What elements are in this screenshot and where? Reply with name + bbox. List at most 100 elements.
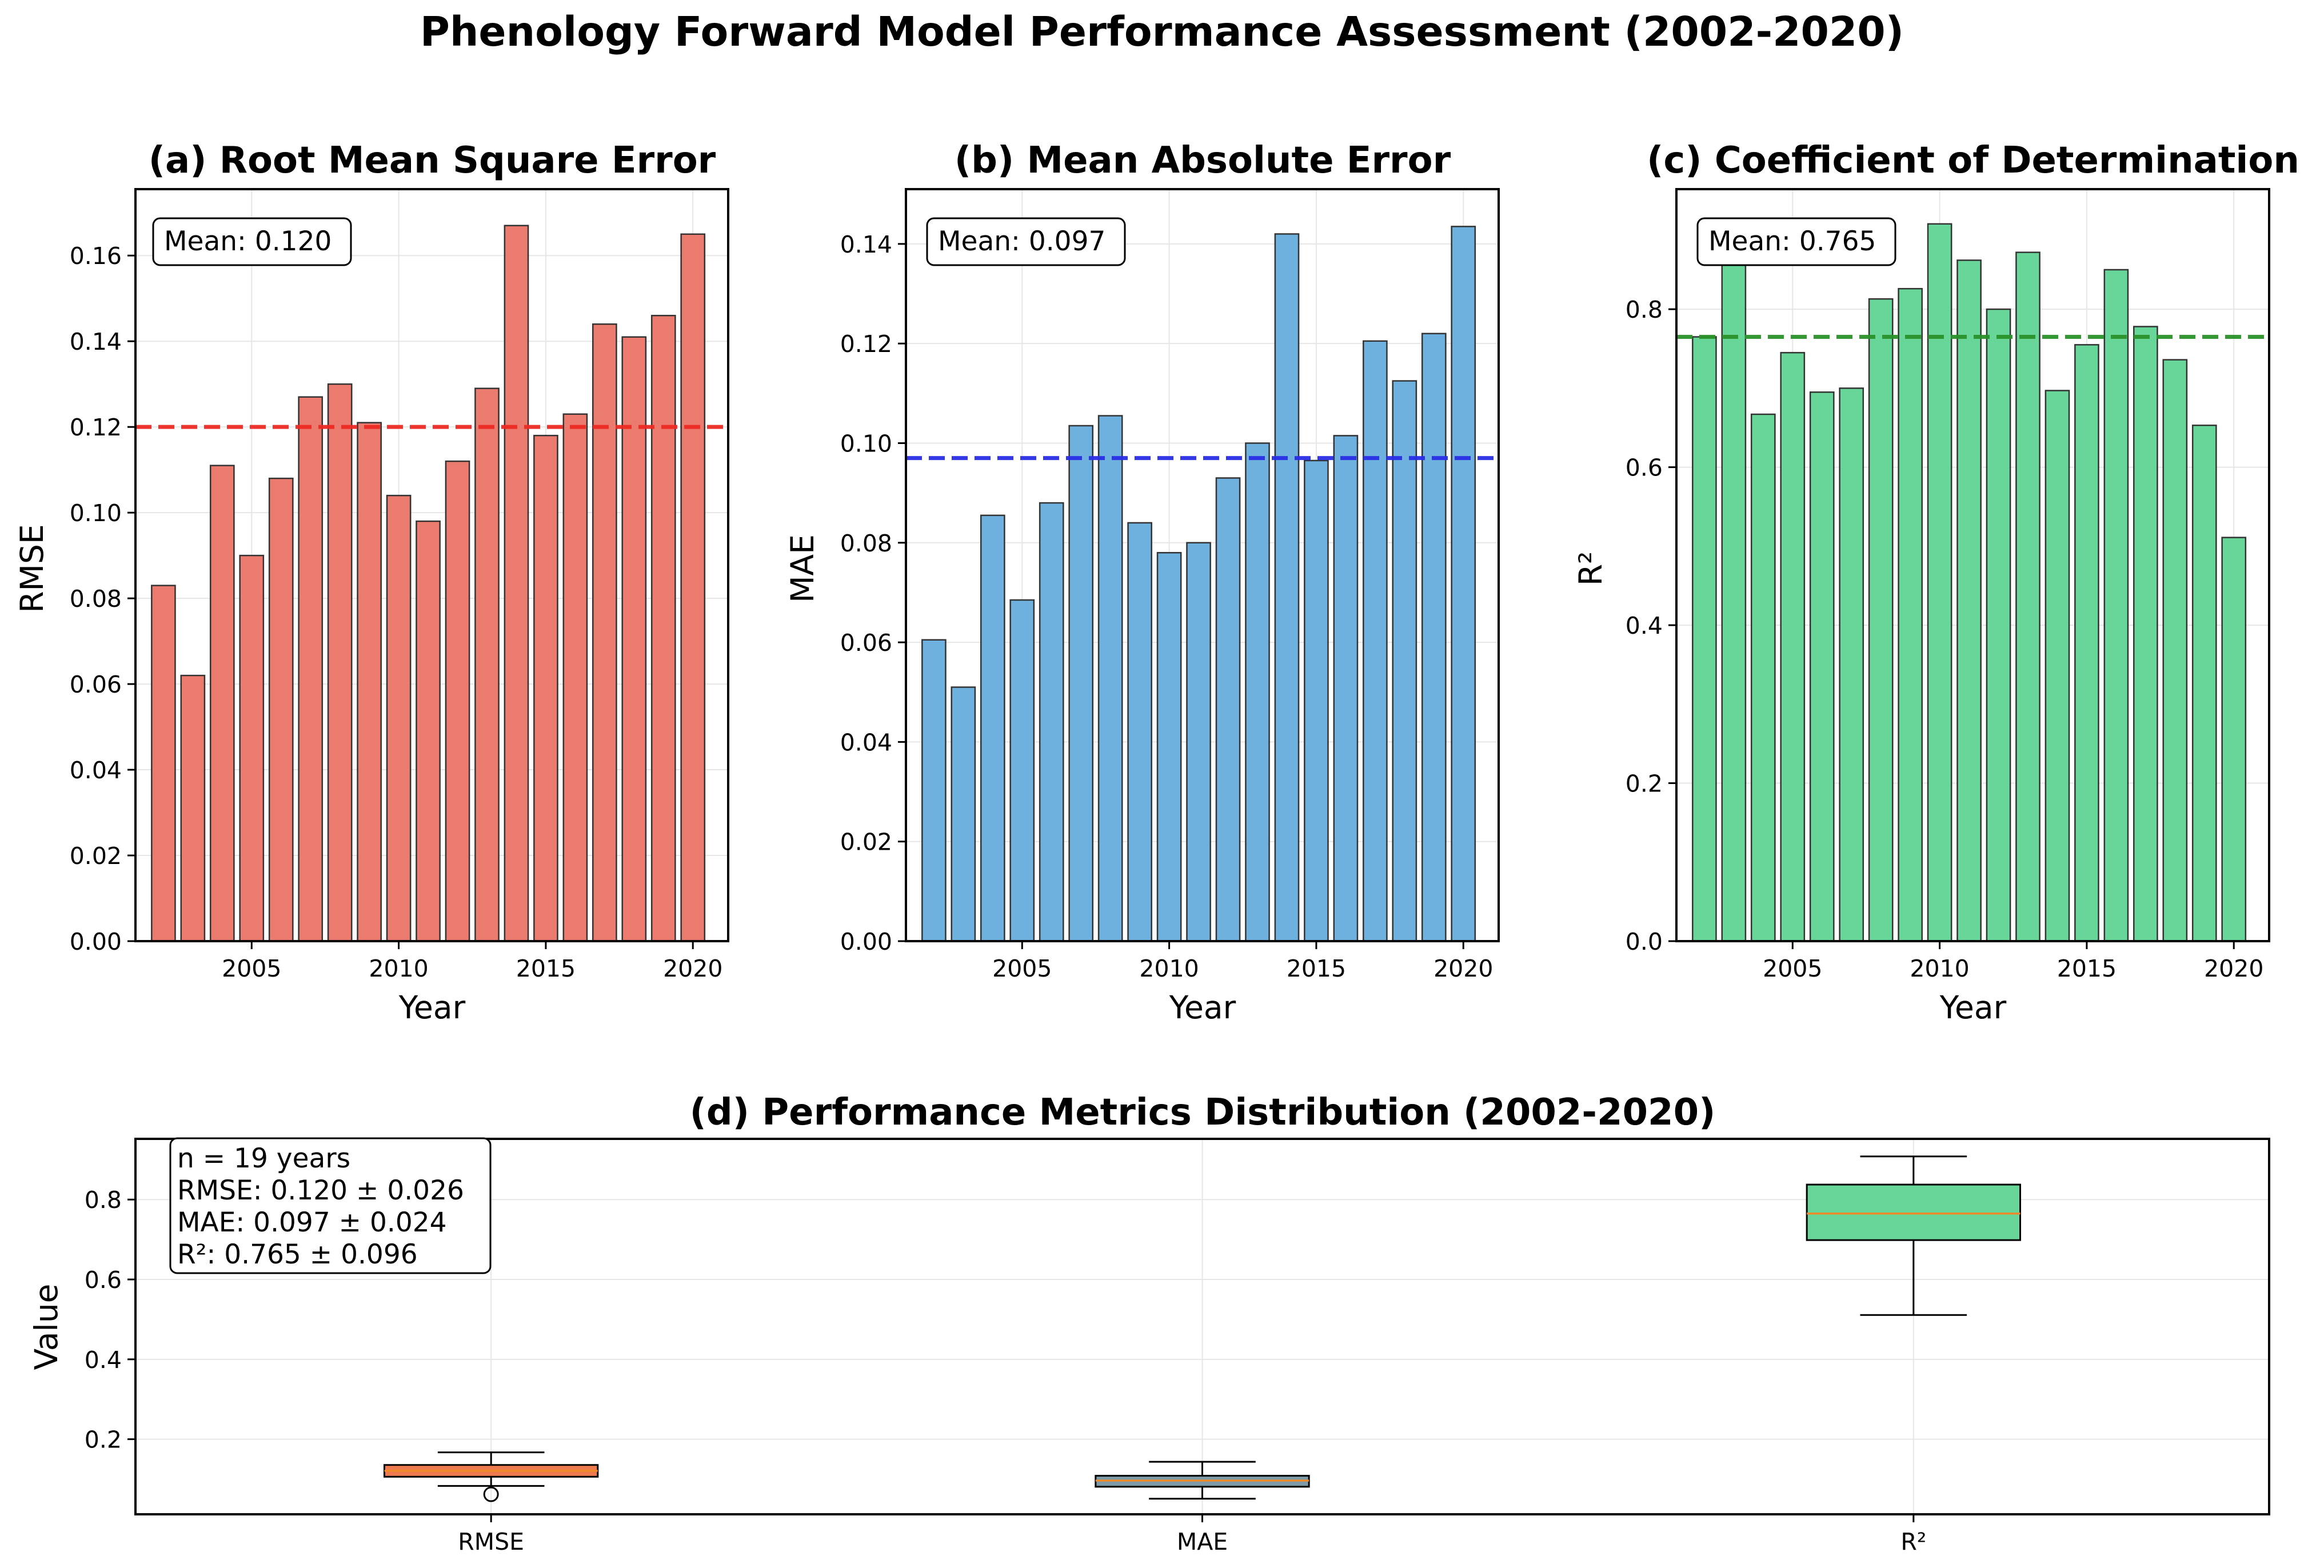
r2-ytick-label: 0.4 bbox=[1626, 612, 1663, 639]
panel-c-ylabel: R² bbox=[1572, 551, 1609, 586]
rmse-bar-2007 bbox=[298, 396, 324, 942]
rmse-bar-2020 bbox=[680, 233, 706, 942]
mae-bar-2012 bbox=[1215, 477, 1241, 942]
rmse-bar-2014 bbox=[504, 225, 529, 942]
rmse-ytick-label: 0.06 bbox=[70, 671, 122, 698]
panel-c-mean-annotation: Mean: 0.765 bbox=[1696, 217, 1896, 266]
rmse-bar-2013 bbox=[474, 387, 500, 942]
rmse-xtick-label: RMSE bbox=[458, 1528, 524, 1555]
rmse-bar-2006 bbox=[268, 477, 294, 942]
mae-ytick-label: 0.14 bbox=[840, 231, 892, 258]
r2-bar-2020 bbox=[2221, 537, 2247, 942]
stats-mae: MAE: 0.097 ± 0.024 bbox=[177, 1207, 447, 1238]
rmse-ytick-label: 0.02 bbox=[70, 842, 122, 870]
mae-xtick-label: 2020 bbox=[1433, 955, 1493, 982]
panel-c-mean-label: Mean: 0.765 bbox=[1708, 226, 1876, 257]
panel-b-xlabel: Year bbox=[1169, 989, 1236, 1026]
rmse-bar-2019 bbox=[650, 314, 676, 942]
rmse-bar-2011 bbox=[416, 520, 441, 942]
mae-xtick-label: 2010 bbox=[1139, 955, 1199, 982]
r2-bar-2011 bbox=[1956, 259, 1982, 942]
panel-b-mean-label: Mean: 0.097 bbox=[938, 226, 1105, 257]
panel-b-title: (b) Mean Absolute Error bbox=[955, 139, 1451, 182]
mae-bar-2002 bbox=[921, 639, 947, 942]
r2-bar-2014 bbox=[2045, 390, 2070, 942]
r2-bar-2019 bbox=[2191, 425, 2217, 942]
mae-xtick-label: 2015 bbox=[1287, 955, 1346, 982]
panel-a-rmse-chart: 2005 2010 2015 2020 0.00 0.02 0.04 0.06 0.08 0.10… bbox=[14, 139, 729, 1026]
rmse-bar-2008 bbox=[327, 383, 353, 942]
mae-ytick-label: 0.00 bbox=[840, 928, 892, 955]
panel-a-mean-annotation: Mean: 0.120 bbox=[152, 217, 352, 266]
box-ytick-label: 0.6 bbox=[85, 1266, 122, 1294]
r2-bar-2005 bbox=[1780, 351, 1806, 942]
panel-d-boxplot-chart: RMSE MAE R² 0.2 0.4 0.6 0.8 (d) Performance Me… bbox=[28, 1091, 2270, 1555]
mae-bar-2011 bbox=[1186, 542, 1211, 942]
panel-c-xlabel: Year bbox=[1939, 989, 2007, 1026]
panel-d-title: (d) Performance Metrics Distribution (20… bbox=[690, 1091, 1716, 1134]
panel-a-xlabel: Year bbox=[398, 989, 466, 1026]
figure-title: Phenology Forward Model Performance Asse… bbox=[420, 8, 1904, 55]
r2-bar-2016 bbox=[2103, 269, 2129, 942]
r2-bar-2015 bbox=[2074, 344, 2099, 942]
rmse-bar-2002 bbox=[151, 585, 176, 942]
mae-bar-2007 bbox=[1068, 425, 1094, 942]
r2-ytick-label: 0.0 bbox=[1626, 928, 1663, 955]
mae-bar-2016 bbox=[1333, 435, 1359, 942]
mae-ytick-label: 0.10 bbox=[840, 430, 892, 457]
mae-bar-2010 bbox=[1156, 551, 1182, 942]
box-ytick-label: 0.8 bbox=[85, 1186, 122, 1214]
r2-bar-2013 bbox=[2015, 251, 2041, 942]
rmse-ytick-label: 0.08 bbox=[70, 585, 122, 613]
r2-box bbox=[1806, 1183, 2021, 1241]
rmse-bar-2010 bbox=[386, 494, 412, 942]
panel-c-title: (c) Coefficient of Determination bbox=[1647, 139, 2299, 182]
rmse-bar-2005 bbox=[239, 554, 265, 942]
r2-bar-2010 bbox=[1927, 223, 1952, 942]
mae-bar-2004 bbox=[980, 514, 1005, 942]
rmse-bar-2012 bbox=[445, 460, 470, 942]
r2-xtick-label: 2005 bbox=[1763, 955, 1822, 982]
mae-bar-2014 bbox=[1274, 233, 1300, 942]
mae-xtick-label: 2005 bbox=[992, 955, 1052, 982]
mae-bar-2018 bbox=[1392, 380, 1417, 942]
mae-xtick-label: MAE bbox=[1177, 1528, 1228, 1555]
panel-b-mae-chart: 2005 2010 2015 2020 0.00 0.02 0.04 0.06 0.08 0.10… bbox=[784, 139, 1500, 1026]
rmse-axes-frame bbox=[134, 188, 729, 942]
r2-ytick-label: 0.8 bbox=[1626, 296, 1663, 323]
mae-ytick-label: 0.04 bbox=[840, 729, 892, 756]
r2-bar-2012 bbox=[1986, 308, 2011, 942]
mae-bar-2006 bbox=[1039, 502, 1064, 942]
rmse-bar-2015 bbox=[533, 434, 558, 942]
r2-bar-2017 bbox=[2133, 326, 2158, 942]
box-ytick-label: 0.4 bbox=[85, 1346, 122, 1374]
mae-ytick-label: 0.08 bbox=[840, 530, 892, 557]
panel-d-ylabel: Value bbox=[28, 1283, 65, 1370]
r2-bar-2007 bbox=[1839, 387, 1864, 942]
r2-bar-2002 bbox=[1692, 336, 1717, 942]
stats-n-years: n = 19 years bbox=[177, 1143, 350, 1174]
panel-b-ylabel: MAE bbox=[784, 534, 821, 603]
rmse-bar-2009 bbox=[357, 422, 382, 942]
r2-xtick-label: 2010 bbox=[1910, 955, 1969, 982]
mae-bar-2003 bbox=[951, 686, 976, 942]
mae-ytick-label: 0.06 bbox=[840, 629, 892, 657]
mae-bar-2015 bbox=[1304, 459, 1329, 942]
mae-ytick-label: 0.12 bbox=[840, 330, 892, 358]
rmse-ytick-label: 0.12 bbox=[70, 414, 122, 441]
rmse-xtick-label: 2015 bbox=[516, 955, 576, 982]
rmse-outlier-point bbox=[483, 1486, 499, 1502]
mae-bar-2005 bbox=[1009, 599, 1035, 942]
panel-d-stats-box: n = 19 years RMSE: 0.120 ± 0.026 MAE: 0.… bbox=[169, 1137, 492, 1274]
mae-bar-2009 bbox=[1127, 522, 1152, 942]
r2-xtick-label: R² bbox=[1900, 1528, 1926, 1555]
rmse-bar-2016 bbox=[562, 413, 588, 942]
rmse-ytick-label: 0.04 bbox=[70, 757, 122, 784]
mae-ytick-label: 0.02 bbox=[840, 829, 892, 856]
stats-rmse: RMSE: 0.120 ± 0.026 bbox=[177, 1175, 464, 1206]
rmse-bar-2003 bbox=[180, 674, 206, 942]
panel-b-mean-annotation: Mean: 0.097 bbox=[926, 217, 1126, 266]
rmse-bar-2004 bbox=[209, 465, 235, 942]
box-ytick-label: 0.2 bbox=[85, 1426, 122, 1454]
panel-c-r2-chart: 2005 2010 2015 2020 0.0 0.2 0.4 0.6 0.8 (c) Coef… bbox=[1572, 139, 2299, 1026]
